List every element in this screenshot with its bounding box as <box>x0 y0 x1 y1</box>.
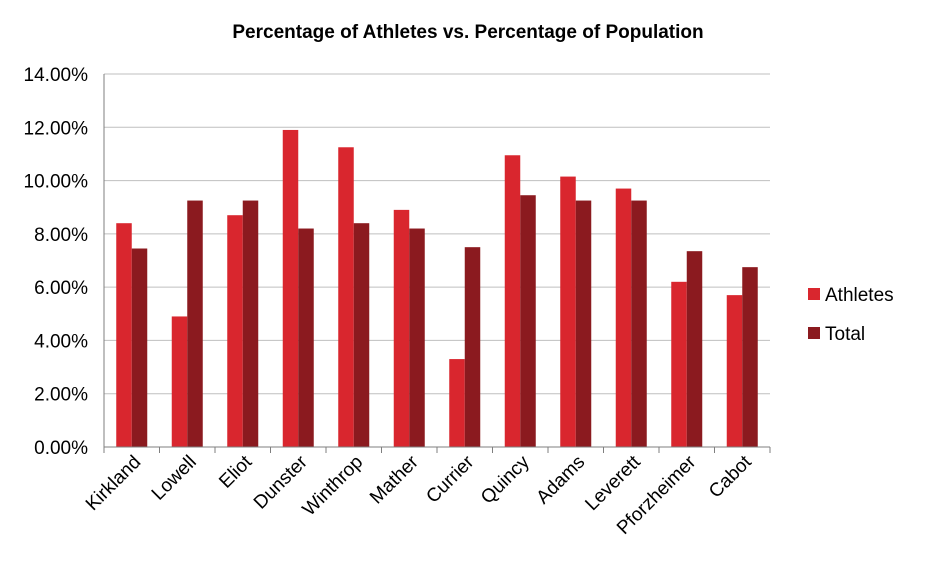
legend-label-athletes: Athletes <box>825 285 894 306</box>
bar-athletes-pforzheimer <box>671 281 687 447</box>
bar-total-lowell <box>187 200 203 447</box>
y-tick-label: 6.00% <box>34 278 88 299</box>
y-tick-label: 4.00% <box>34 331 88 352</box>
bar-total-leverett <box>631 200 647 447</box>
x-tick-label: Currier <box>422 451 478 507</box>
x-tick-label: Eliot <box>215 451 256 492</box>
bar-total-quincy <box>520 195 536 447</box>
legend-swatch-athletes <box>808 288 820 300</box>
y-tick-label: 10.00% <box>24 172 89 193</box>
bar-total-winthrop <box>353 223 370 447</box>
x-tick-label: Winthrop <box>299 452 368 521</box>
x-tick-label: Kirkland <box>82 452 145 515</box>
chart-title: Percentage of Athletes vs. Percentage of… <box>232 22 703 43</box>
bar-total-adams <box>575 200 592 447</box>
x-tick-label: Mather <box>366 451 423 508</box>
y-tick-label: 14.00% <box>24 65 89 86</box>
bar-total-eliot <box>242 200 259 447</box>
bar-total-kirkland <box>131 248 148 447</box>
bar-athletes-currier <box>449 359 465 447</box>
bar-athletes-quincy <box>504 155 521 447</box>
x-tick-label: Quincy <box>477 451 534 508</box>
bar-total-currier <box>464 247 481 447</box>
bar-total-cabot <box>742 267 758 447</box>
bar-athletes-lowell <box>171 316 188 447</box>
bar-athletes-mather <box>393 209 410 447</box>
y-tick-label: 8.00% <box>34 225 88 246</box>
legend: Athletes Total <box>808 285 894 345</box>
bar-athletes-dunster <box>282 129 299 447</box>
bar-athletes-kirkland <box>116 223 132 447</box>
x-tick-labels: Kirkland Lowell EliotDunsterWinthropMather… <box>82 451 756 539</box>
x-tick-label: Lowell <box>148 452 201 505</box>
legend-swatch-total <box>808 327 820 339</box>
y-tick-label: 0.00% <box>34 438 88 459</box>
bar-total-mather <box>409 228 425 447</box>
y-tick-label: 12.00% <box>24 118 89 139</box>
bars <box>116 129 758 448</box>
bar-athletes-adams <box>560 176 576 447</box>
x-tick-label: Cabot <box>705 451 756 502</box>
bar-athletes-leverett <box>615 188 632 448</box>
y-tick-labels: 0.00% 2.00% 4.00% 6.00% 8.00% 10.00% 12.00% 14.… <box>24 65 89 459</box>
y-tick-label: 2.00% <box>34 385 88 406</box>
legend-label-total: Total <box>825 324 865 345</box>
bar-athletes-cabot <box>726 295 743 447</box>
bar-athletes-winthrop <box>338 147 354 447</box>
bar-total-dunster <box>298 228 314 447</box>
bar-total-pforzheimer <box>686 251 703 447</box>
bar-athletes-eliot <box>227 215 243 447</box>
axes <box>103 74 771 453</box>
gridlines <box>104 73 770 395</box>
